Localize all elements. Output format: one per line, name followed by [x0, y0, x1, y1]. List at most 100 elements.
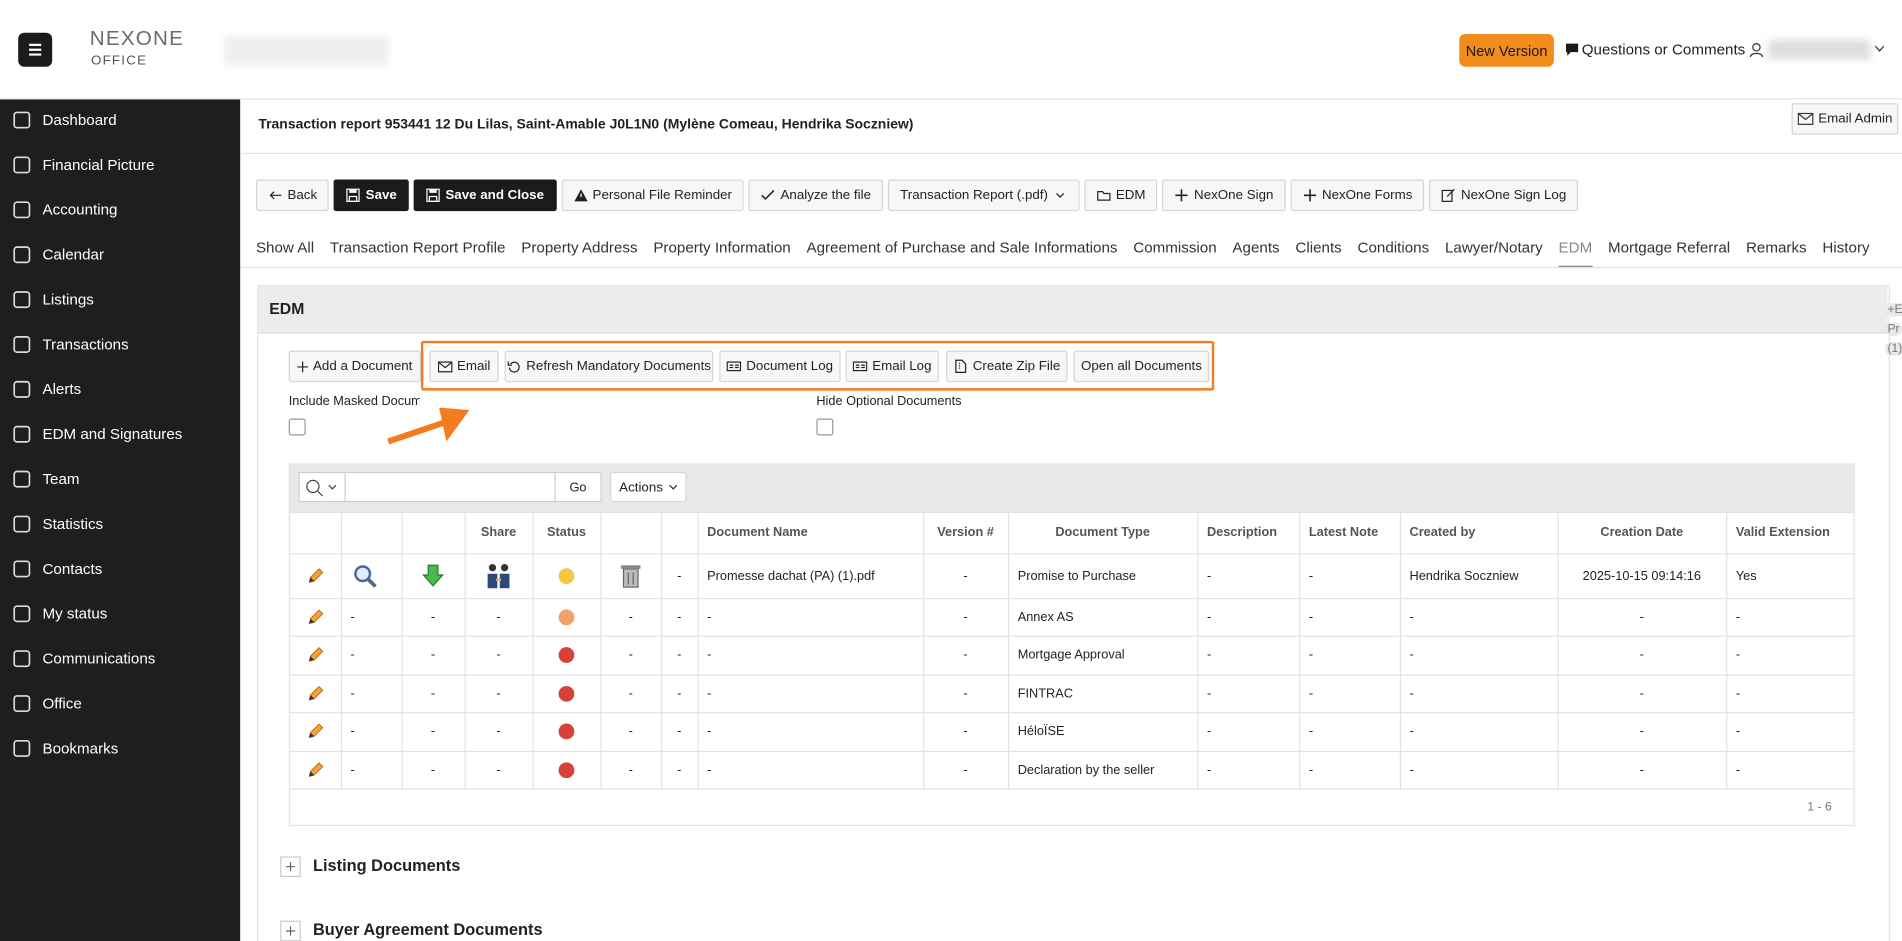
toolbar-button[interactable]: NexOne Forms: [1290, 179, 1425, 212]
toolbar-button[interactable]: Save: [334, 179, 409, 212]
toolbar-button[interactable]: NexOne Sign Log: [1429, 179, 1579, 212]
include-masked-checkbox[interactable]: [288, 418, 306, 436]
toolbar-button[interactable]: Back: [255, 179, 330, 212]
tab[interactable]: Agents: [1232, 238, 1280, 256]
pagination: 1 - 6: [1807, 800, 1832, 814]
table-cell: -: [465, 636, 533, 675]
sidebar-item[interactable]: Alerts: [12, 380, 81, 399]
search-box[interactable]: [298, 471, 602, 503]
toolbar-button[interactable]: Analyze the file: [748, 179, 884, 212]
tab[interactable]: Agreement of Purchase and Sale Informati…: [806, 238, 1118, 256]
sidebar-item[interactable]: EDM and Signatures: [12, 425, 182, 444]
logo-bottom: OFFICE: [90, 53, 148, 68]
section-title: Buyer Agreement Documents: [312, 920, 543, 939]
sidebar-item[interactable]: Communications: [12, 649, 155, 668]
edit-pencil[interactable]: [306, 608, 323, 625]
sidebar-label: Listings: [42, 291, 94, 309]
tab[interactable]: Conditions: [1357, 238, 1430, 256]
table-cell: -: [1558, 598, 1727, 636]
edit-pencil[interactable]: [306, 761, 323, 778]
tab[interactable]: Lawyer/Notary: [1444, 238, 1543, 256]
table-cell: -: [402, 751, 465, 789]
toolbar-button[interactable]: Transaction Report (.pdf): [887, 179, 1080, 212]
edit-pencil[interactable]: [306, 723, 323, 740]
tab[interactable]: Clients: [1295, 238, 1342, 256]
sidebar-item[interactable]: Calendar: [12, 245, 104, 264]
tab[interactable]: History: [1822, 238, 1870, 256]
toolbar-button[interactable]: EDM: [1084, 179, 1158, 212]
menu-button[interactable]: [18, 32, 53, 67]
sidebar-item[interactable]: Contacts: [12, 559, 102, 578]
tab[interactable]: EDM: [1558, 239, 1593, 269]
tabs: Show All Transaction Report Profile Proper…: [255, 238, 1870, 269]
sidebar-item[interactable]: Dashboard: [12, 110, 117, 129]
actions-label: Actions: [619, 479, 663, 495]
edm-button[interactable]: Email: [429, 350, 499, 383]
box-icon: [13, 380, 31, 398]
column-header: Creation Date: [1600, 525, 1684, 540]
box-icon: [13, 425, 31, 443]
sidebar-item[interactable]: Office: [12, 694, 82, 713]
edm-button-label: Create Zip File: [972, 359, 1061, 374]
toolbar-button[interactable]: NexOne Sign: [1162, 179, 1286, 212]
edit-pencil[interactable]: [306, 567, 323, 584]
column-divider: [1008, 511, 1010, 789]
tab[interactable]: Property Information: [653, 238, 791, 256]
new-version-button[interactable]: New Version: [1459, 33, 1554, 67]
table-cell: 2025-10-15 09:14:16: [1558, 553, 1727, 598]
edit-pencil[interactable]: [306, 685, 323, 702]
cell-text: -: [496, 762, 501, 777]
cell-text: -: [707, 685, 712, 701]
tab[interactable]: Property Address: [521, 238, 638, 256]
sidebar-item[interactable]: Statistics: [12, 514, 103, 533]
edm-button[interactable]: Document Log: [719, 350, 841, 383]
caret: [668, 484, 677, 490]
tab[interactable]: Remarks: [1745, 238, 1807, 256]
go-button[interactable]: Go: [569, 479, 587, 495]
status-circle: [558, 723, 575, 740]
hide-optional-checkbox[interactable]: [816, 418, 834, 436]
table-cell: -: [697, 674, 923, 712]
cell-text: -: [1639, 724, 1644, 739]
table-cell: -: [1726, 751, 1855, 789]
tab[interactable]: Transaction Report Profile: [329, 238, 506, 256]
tab[interactable]: Show All: [255, 238, 315, 256]
cell-text: -: [707, 762, 712, 777]
sidebar-item[interactable]: Financial Picture: [12, 155, 155, 174]
cell-text: -: [1409, 724, 1414, 739]
edm-button[interactable]: Create Zip File: [946, 350, 1068, 383]
expand-button[interactable]: [280, 920, 301, 941]
sidebar-item[interactable]: My status: [12, 604, 107, 623]
email-admin-button[interactable]: Email Admin: [1791, 103, 1899, 135]
column-divider: [1197, 511, 1199, 789]
cell-text: -: [1639, 609, 1644, 625]
questions-link[interactable]: Questions or Comments: [1581, 41, 1746, 59]
warn-icon: [573, 189, 588, 202]
tab[interactable]: Mortgage Referral: [1607, 238, 1731, 256]
share-icon: [487, 563, 510, 588]
sidebar-item[interactable]: Listings: [12, 290, 94, 309]
tab[interactable]: Commission: [1133, 238, 1217, 256]
add-document-button[interactable]: Add a Document: [288, 350, 421, 383]
sidebar-item[interactable]: Bookmarks: [12, 739, 118, 758]
sidebar-item[interactable]: Transactions: [12, 335, 129, 354]
edm-button[interactable]: Email Log: [845, 350, 939, 383]
actions-button[interactable]: Actions: [610, 471, 687, 503]
cell-text: -: [677, 647, 682, 663]
toolbar-button[interactable]: Personal File Reminder: [561, 179, 745, 212]
sidebar-item[interactable]: Team: [12, 469, 80, 488]
cell-text: Mortgage Approval: [1017, 647, 1125, 663]
edm-button[interactable]: Open all Documents: [1073, 350, 1210, 383]
edit-pencil[interactable]: [306, 647, 323, 664]
sidebar-item[interactable]: Accounting: [12, 200, 117, 219]
table-cell: -: [923, 553, 1008, 598]
column-divider: [600, 511, 602, 789]
edm-button[interactable]: Refresh Mandatory Documents: [504, 350, 714, 383]
table-cell: -: [341, 598, 402, 636]
toolbar-button[interactable]: Save and Close: [413, 179, 557, 212]
expand-button[interactable]: [280, 856, 301, 878]
menu-icon: [29, 43, 42, 56]
table-cell: -: [1726, 598, 1855, 636]
table-cell: -: [661, 598, 697, 636]
